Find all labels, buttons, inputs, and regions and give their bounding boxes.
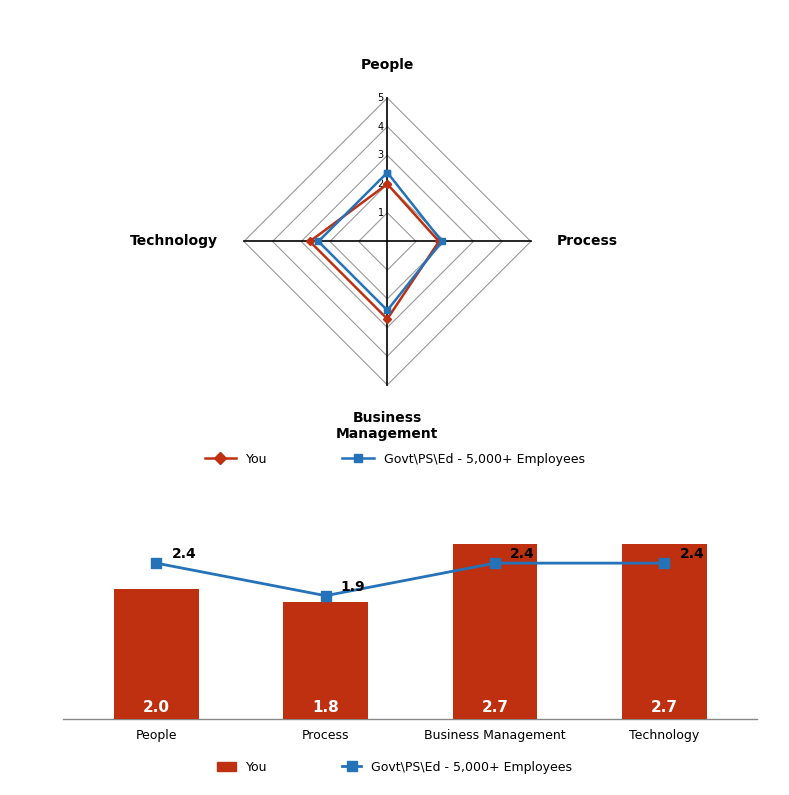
- Text: Business
Management: Business Management: [336, 411, 439, 441]
- Legend: You, Govt\PS\Ed - 5,000+ Employees: You, Govt\PS\Ed - 5,000+ Employees: [212, 756, 577, 778]
- Text: 2.0: 2.0: [143, 700, 170, 715]
- Legend: You, Govt\PS\Ed - 5,000+ Employees: You, Govt\PS\Ed - 5,000+ Employees: [200, 448, 589, 471]
- Text: 2.4: 2.4: [510, 547, 535, 561]
- Bar: [114, 589, 199, 719]
- Text: 2.4: 2.4: [679, 547, 705, 561]
- Text: 2.7: 2.7: [481, 700, 508, 715]
- Text: Technology: Technology: [130, 235, 218, 248]
- Text: 3: 3: [378, 150, 383, 161]
- Bar: [283, 603, 368, 719]
- Text: 2.4: 2.4: [171, 547, 196, 561]
- Text: 4: 4: [378, 122, 383, 132]
- Text: 5: 5: [377, 93, 383, 103]
- Text: Process: Process: [557, 235, 618, 248]
- Text: 2: 2: [377, 179, 383, 189]
- Bar: [622, 544, 707, 719]
- Text: 1.8: 1.8: [312, 700, 339, 715]
- Text: People: People: [361, 58, 414, 72]
- Text: 1.9: 1.9: [341, 580, 365, 594]
- Bar: [453, 544, 537, 719]
- Text: 1: 1: [378, 207, 383, 218]
- Text: 2.7: 2.7: [651, 700, 678, 715]
